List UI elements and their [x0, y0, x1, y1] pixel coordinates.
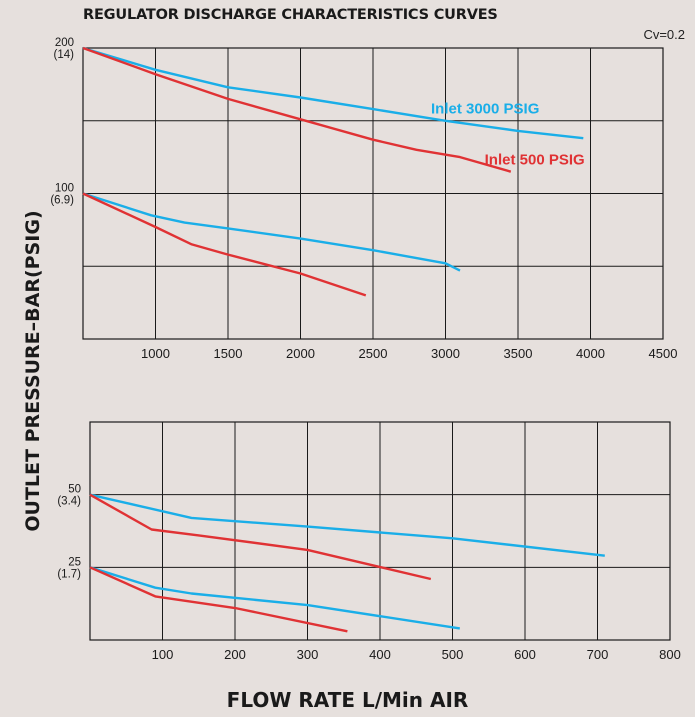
chart1-x-tick-label: 1000: [141, 346, 170, 361]
chart2-x-tick-label: 800: [659, 647, 681, 662]
chart1-y-tick-label: 100: [55, 183, 74, 195]
chart-title: REGULATOR DISCHARGE CHARACTERISTICS CURV…: [83, 7, 498, 23]
chart1-x-tick-label: 4500: [649, 346, 678, 361]
chart2-y-tick-label: 50: [68, 484, 81, 496]
chart2-x-tick-label: 500: [442, 647, 464, 662]
chart2-x-tick-label: 300: [297, 647, 319, 662]
chart2-y-tick-sublabel: (3.4): [57, 496, 81, 508]
chart1-series-line-1: [82, 46, 584, 140]
chart1-x-tick-label: 3500: [504, 346, 533, 361]
chart1-series-label: Inlet 500 PSIG: [485, 151, 585, 168]
chart1-y-tick-sublabel: (6.9): [50, 195, 74, 207]
chart1-series-line-2: [82, 46, 512, 173]
chart2-x-tick-label: 400: [369, 647, 391, 662]
chart2-x-tick-label: 700: [587, 647, 609, 662]
chart1-x-tick-label: 2500: [359, 346, 388, 361]
chart2-y-tick-label: 25: [68, 556, 81, 568]
chart2-y-tick-sublabel: (1.7): [57, 568, 81, 580]
chart1-x-tick-label: 1500: [214, 346, 243, 361]
chart2-series-line-1: [89, 493, 605, 557]
chart2-x-tick-label: 200: [224, 647, 246, 662]
chart2-x-tick-label: 600: [514, 647, 536, 662]
chart1-series-label: Inlet 3000 PSIG: [431, 100, 539, 117]
x-axis-label: FLOW RATE L/Min AIR: [226, 688, 469, 712]
chart1-x-tick-label: 2000: [286, 346, 315, 361]
cv-note: Cv=0.2: [643, 27, 685, 42]
chart2-series-line-2: [89, 493, 432, 581]
chart1-series-line-4: [82, 192, 367, 297]
chart1-y-tick-label: 200: [55, 37, 74, 49]
chart1-series-line-3: [82, 192, 461, 272]
chart1-x-tick-label: 3000: [431, 346, 460, 361]
chart1-x-tick-label: 4000: [576, 346, 605, 361]
chart2-x-tick-label: 100: [152, 647, 174, 662]
chart2-series-line-3: [89, 566, 460, 630]
chart1-y-tick-sublabel: (14): [54, 49, 75, 61]
chart2-series-line-4: [89, 566, 348, 633]
